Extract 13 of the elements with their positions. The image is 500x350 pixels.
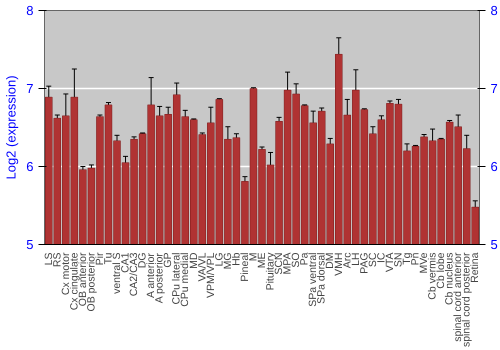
y-tick-label: 7: [26, 81, 34, 96]
x-tick-label: RS: [51, 252, 64, 268]
x-tick-label: Tg: [401, 252, 413, 265]
y-tick-label: 5: [26, 237, 34, 252]
y-tick-label: 8: [26, 3, 34, 18]
y2-tick-label: 7: [490, 81, 498, 96]
y-tick-label: 6: [26, 159, 34, 174]
y2-tick-label: 5: [490, 237, 498, 252]
y2-tick-label: 8: [490, 3, 498, 18]
x-tick-label: A posterior: [154, 252, 166, 304]
y-axis-title: Log2 (expression): [3, 75, 18, 180]
x-tick-label: OB posterior: [85, 252, 98, 312]
y2-tick-label: 6: [490, 159, 498, 174]
